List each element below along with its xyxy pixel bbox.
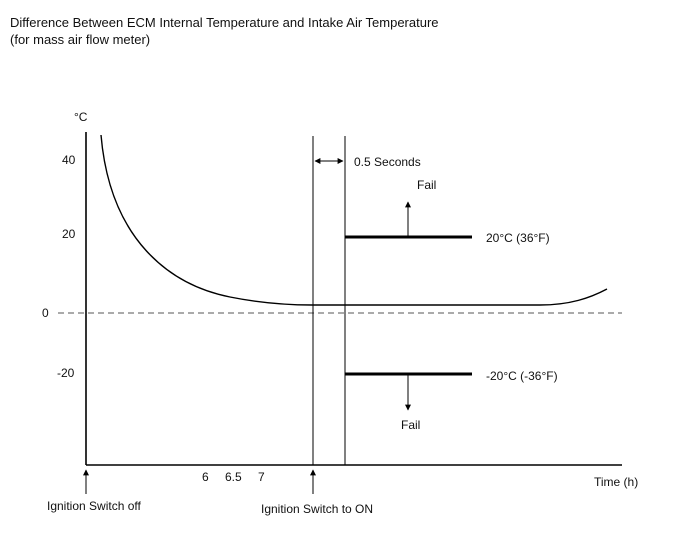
x-tick-6: 6: [202, 470, 209, 484]
diagram-title: Difference Between ECM Internal Temperat…: [10, 15, 439, 30]
x-tick-6-5: 6.5: [225, 470, 242, 484]
y-unit-label: °C: [74, 110, 88, 124]
ignition-off-label: Ignition Switch off: [47, 499, 141, 513]
x-tick-7: 7: [258, 470, 265, 484]
lower-fail-label: Fail: [401, 418, 420, 432]
temperature-difference-curve: [100, 134, 608, 306]
upper-threshold-label: 20°C (36°F): [486, 231, 550, 245]
y-tick-0: 0: [42, 306, 49, 320]
delay-label: 0.5 Seconds: [354, 155, 421, 169]
y-tick-40: 40: [62, 153, 76, 167]
lower-threshold-label: -20°C (-36°F): [486, 369, 558, 383]
y-tick-minus-20: -20: [57, 366, 75, 380]
diagram-subtitle: (for mass air flow meter): [10, 32, 150, 47]
y-tick-20: 20: [62, 227, 76, 241]
x-axis-label: Time (h): [594, 475, 638, 489]
ignition-on-label: Ignition Switch to ON: [261, 502, 373, 516]
upper-fail-label: Fail: [417, 178, 436, 192]
